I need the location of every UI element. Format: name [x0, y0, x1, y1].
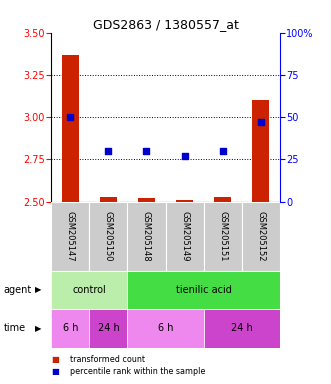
Bar — [127, 202, 166, 271]
Text: GSM205147: GSM205147 — [66, 211, 75, 262]
Point — [258, 119, 263, 125]
Bar — [138, 198, 155, 202]
Point — [144, 148, 149, 154]
Text: tienilic acid: tienilic acid — [176, 285, 231, 295]
Bar — [100, 197, 117, 202]
Point — [182, 153, 187, 159]
Text: GSM205152: GSM205152 — [256, 211, 265, 262]
Point — [68, 114, 73, 120]
Bar — [127, 309, 204, 348]
Bar — [51, 309, 89, 348]
Text: 24 h: 24 h — [231, 323, 253, 333]
Bar — [242, 202, 280, 271]
Bar — [89, 202, 127, 271]
Bar — [127, 271, 280, 309]
Text: ▶: ▶ — [35, 285, 41, 295]
Text: 6 h: 6 h — [158, 323, 173, 333]
Bar — [204, 309, 280, 348]
Bar — [204, 202, 242, 271]
Text: GSM205150: GSM205150 — [104, 211, 113, 262]
Point — [220, 148, 225, 154]
Text: 6 h: 6 h — [63, 323, 78, 333]
Point — [106, 148, 111, 154]
Text: time: time — [3, 323, 25, 333]
Bar — [51, 271, 127, 309]
Bar — [214, 197, 231, 202]
Text: percentile rank within the sample: percentile rank within the sample — [70, 367, 205, 376]
Text: GSM205151: GSM205151 — [218, 211, 227, 262]
Text: control: control — [72, 285, 106, 295]
Bar — [176, 200, 193, 202]
Text: ■: ■ — [51, 367, 59, 376]
Text: ▶: ▶ — [35, 324, 41, 333]
Bar — [62, 55, 79, 202]
Bar — [252, 100, 269, 202]
Text: GSM205149: GSM205149 — [180, 211, 189, 262]
Text: agent: agent — [3, 285, 31, 295]
Text: transformed count: transformed count — [70, 354, 145, 364]
Text: 24 h: 24 h — [98, 323, 119, 333]
Title: GDS2863 / 1380557_at: GDS2863 / 1380557_at — [93, 18, 238, 31]
Text: GSM205148: GSM205148 — [142, 211, 151, 262]
Text: ■: ■ — [51, 354, 59, 364]
Bar — [166, 202, 204, 271]
Bar — [89, 309, 127, 348]
Bar — [51, 202, 89, 271]
